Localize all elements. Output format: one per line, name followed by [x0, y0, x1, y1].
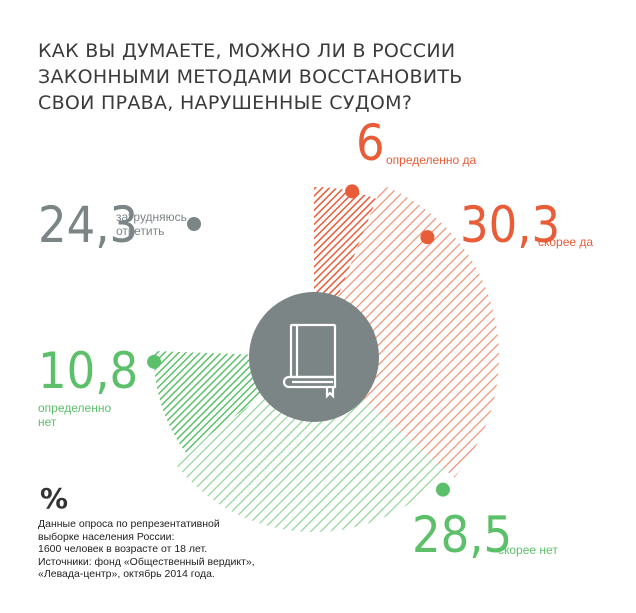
note-line-3: 1600 человек в возрасте от 18 лет.: [38, 543, 208, 555]
label-likely-yes: скорее да: [538, 235, 594, 249]
label-hard-line-2: ответить: [116, 224, 165, 238]
label-def-no: определенно нет: [38, 401, 111, 429]
book-icon: [282, 323, 337, 399]
marker-likely-yes: [420, 230, 435, 245]
value-likely-no: 28,5: [412, 506, 513, 564]
label-hard: затрудняюсь ответить: [116, 210, 187, 238]
value-def-no: 10,8: [38, 342, 139, 400]
note-line-2: выборке населения России:: [38, 530, 175, 543]
marker-def-no: [147, 354, 162, 369]
marker-likely-no: [435, 482, 450, 497]
slice-likely-no: [173, 357, 447, 532]
value-def-yes: 6: [356, 114, 385, 172]
label-def-no-line-1: определенно: [38, 401, 112, 415]
note-line-1: Данные опроса по репрезентативной: [38, 518, 220, 530]
center-circle: [249, 292, 379, 422]
slice-likely-yes: [314, 184, 499, 478]
marker-def-yes: [345, 184, 360, 199]
value-likely-yes: 30,3: [460, 196, 561, 254]
title-line-2: ЗАКОННЫМИ МЕТОДАМИ ВОССТАНОВИТЬ: [38, 66, 463, 88]
label-hard-line-1: затрудняюсь: [116, 210, 187, 224]
markers: [147, 184, 450, 497]
label-def-no-line-2: нет: [38, 415, 57, 429]
title-line-3: СВОИ ПРАВА, НАРУШЕННЫЕ СУДОМ?: [38, 92, 413, 114]
marker-hard: [187, 217, 201, 231]
note-line-5: «Левада-центр», октябрь 2014 года.: [38, 568, 215, 580]
label-def-yes: определенно да: [386, 153, 477, 167]
label-likely-no: скорее нет: [498, 543, 558, 557]
value-hard: 24,3: [38, 196, 139, 254]
title-line-1: КАК ВЫ ДУМАЕТЕ, МОЖНО ЛИ В РОССИИ: [38, 40, 456, 62]
percent-sign: %: [40, 482, 69, 515]
center-badge: [249, 292, 379, 422]
source-note: Данные опроса по репрезентативной выборк…: [38, 518, 268, 581]
note-line-4: Источники: фонд «Общественный вердикт»,: [38, 555, 255, 568]
chart-title: КАК ВЫ ДУМАЕТЕ, МОЖНО ЛИ В РОССИИ ЗАКОНН…: [38, 38, 478, 116]
